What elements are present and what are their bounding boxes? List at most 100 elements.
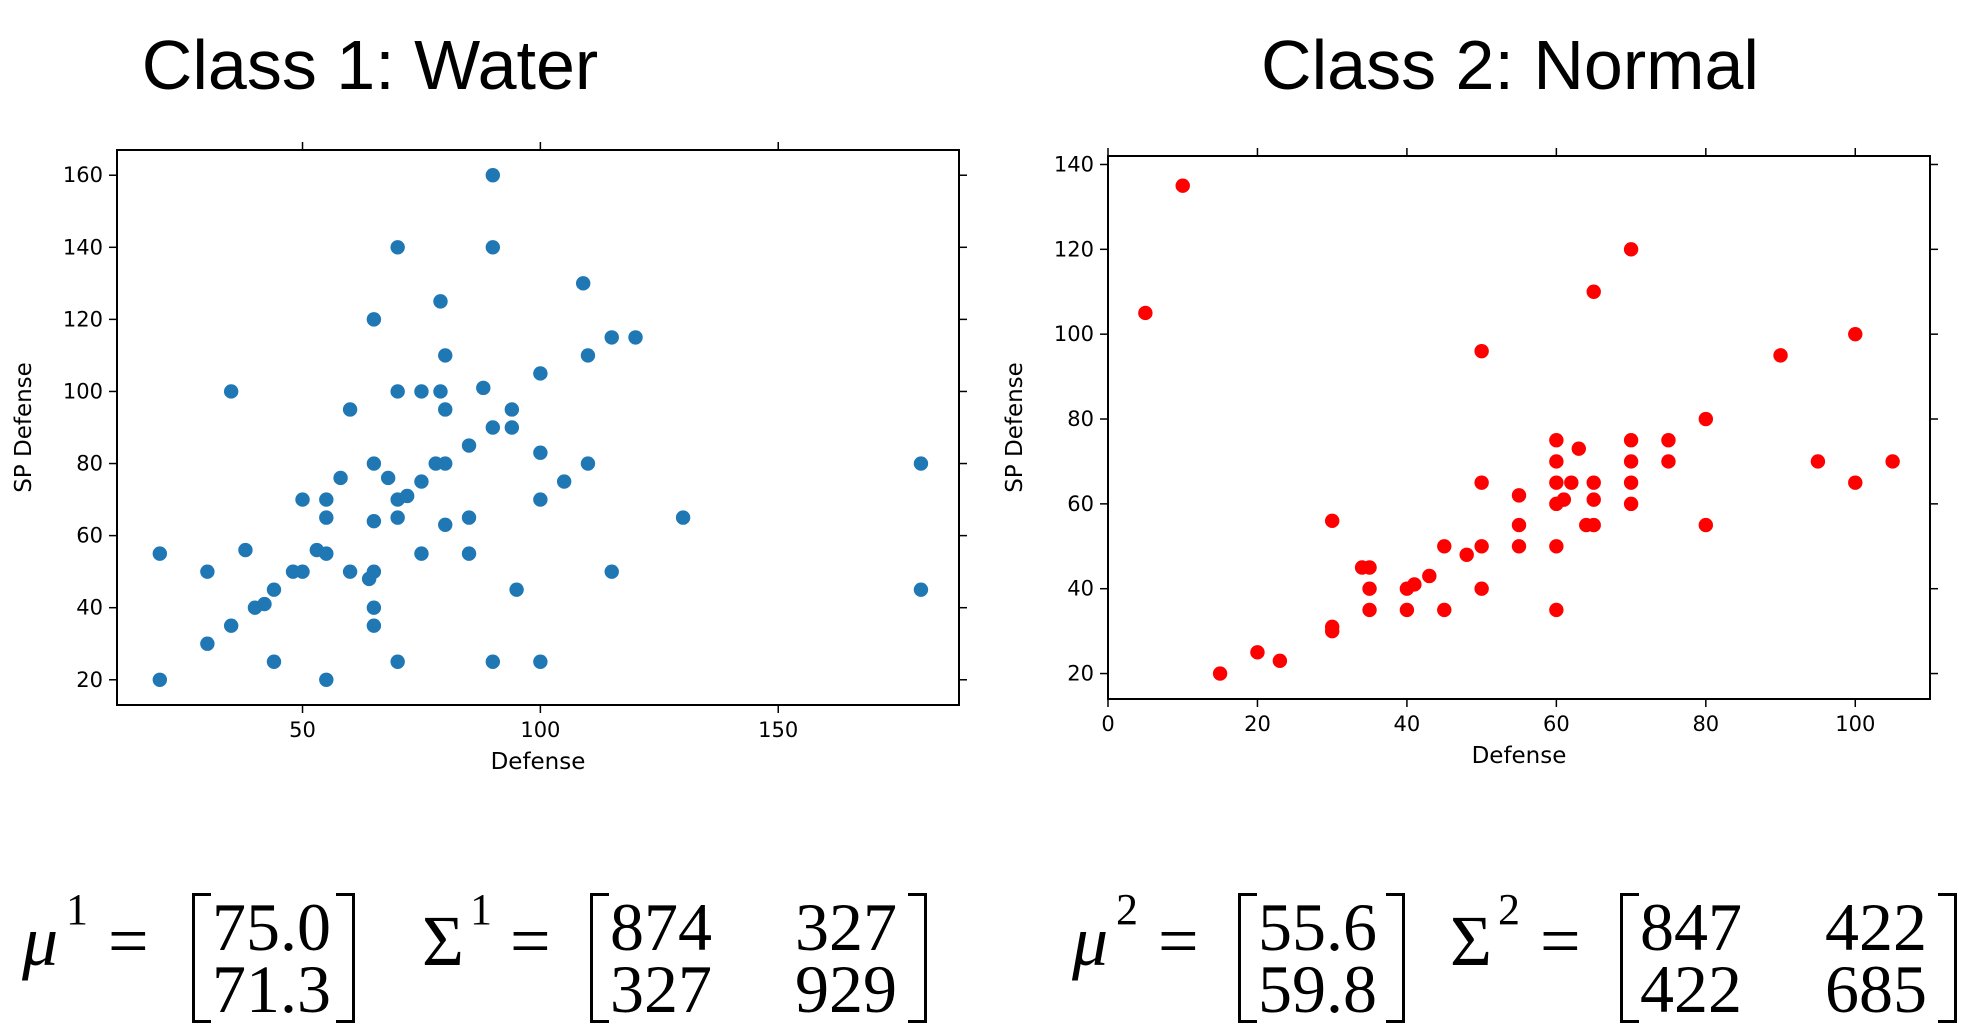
data-point xyxy=(461,546,477,561)
data-point xyxy=(200,636,215,651)
data-point xyxy=(238,542,253,558)
data-point xyxy=(461,438,477,453)
normal-scatter-chart: 0 20 40 60 80 100 20 40 60 80 100 120 140 Defense SP D… xyxy=(1002,148,1938,769)
covariance-superscript: 1 xyxy=(470,885,492,934)
data-point xyxy=(366,600,382,615)
y-tick-label: 120 xyxy=(63,307,103,331)
equals-sign: = xyxy=(108,901,149,981)
chart-1-title: Class 1: Water xyxy=(141,26,599,104)
data-point xyxy=(509,582,524,597)
data-point xyxy=(319,510,334,525)
data-point xyxy=(504,402,520,417)
data-point xyxy=(414,546,429,561)
left-bracket xyxy=(1620,893,1639,1023)
covariance-cell: 874 xyxy=(610,889,712,965)
data-point xyxy=(223,618,239,633)
data-point xyxy=(266,582,282,597)
data-point xyxy=(1549,454,1564,469)
data-point xyxy=(1324,513,1340,529)
x-tick-label: 50 xyxy=(289,718,316,742)
data-point xyxy=(1250,645,1265,660)
data-point xyxy=(366,456,382,471)
x-tick-label: 150 xyxy=(758,718,798,742)
covariance-symbol: Σ xyxy=(422,901,464,981)
covariance-cell: 422 xyxy=(1825,889,1927,965)
data-point xyxy=(399,488,415,504)
data-point xyxy=(1848,475,1863,490)
data-point xyxy=(675,510,691,525)
covariance-cell: 847 xyxy=(1640,889,1742,965)
data-point xyxy=(913,582,929,597)
plot-frame xyxy=(1107,155,1931,700)
data-point xyxy=(1362,560,1377,575)
data-point xyxy=(366,312,382,327)
x-tick-label: 60 xyxy=(1543,712,1570,736)
mean-superscript: 1 xyxy=(66,885,88,934)
mean-value: 75.0 xyxy=(212,889,331,965)
x-axis-label: Defense xyxy=(1472,743,1567,769)
x-tick-label: 0 xyxy=(1101,712,1114,736)
data-point xyxy=(1407,577,1422,592)
y-tick-label: 60 xyxy=(1067,492,1094,516)
data-point xyxy=(333,470,348,486)
data-point xyxy=(366,514,382,529)
y-axis-label: SP Defense xyxy=(1002,362,1028,493)
data-point xyxy=(295,492,310,507)
x-tick-label: 40 xyxy=(1394,712,1421,736)
data-point xyxy=(433,384,448,399)
data-point xyxy=(266,654,282,669)
data-point xyxy=(342,564,358,579)
data-point xyxy=(319,492,334,507)
y-tick-label: 100 xyxy=(63,379,103,403)
data-point xyxy=(1623,475,1639,490)
right-bracket xyxy=(908,893,927,1023)
data-point xyxy=(200,564,215,579)
data-point xyxy=(1422,568,1437,584)
data-point xyxy=(1885,454,1900,469)
data-point xyxy=(1810,454,1826,469)
mean-symbol: μ xyxy=(1072,901,1109,981)
data-point xyxy=(380,470,396,486)
data-point xyxy=(1511,517,1527,533)
data-point xyxy=(485,420,501,435)
data-point xyxy=(556,474,572,489)
right-bracket xyxy=(1386,893,1405,1023)
data-point xyxy=(1511,488,1527,503)
data-point xyxy=(1586,517,1601,533)
data-point xyxy=(1623,496,1639,512)
data-point xyxy=(1661,433,1676,448)
data-point xyxy=(461,510,477,525)
data-point xyxy=(1474,475,1489,490)
y-tick-label: 140 xyxy=(63,235,103,259)
data-point xyxy=(913,456,929,471)
data-point xyxy=(223,384,239,399)
data-point xyxy=(504,420,520,435)
data-point xyxy=(390,240,405,255)
data-point xyxy=(1773,348,1788,363)
data-point xyxy=(485,240,501,255)
right-bracket xyxy=(336,893,355,1023)
y-tick-label: 20 xyxy=(76,668,103,692)
data-point xyxy=(1437,539,1452,554)
data-point xyxy=(1138,305,1153,321)
data-point xyxy=(1549,602,1564,618)
data-point xyxy=(604,330,619,345)
mean-symbol: μ xyxy=(22,901,59,981)
data-point xyxy=(319,672,334,687)
left-bracket xyxy=(1238,893,1257,1023)
data-point xyxy=(390,384,405,399)
data-point xyxy=(414,384,429,399)
data-point xyxy=(1212,666,1228,681)
covariance-cell: 327 xyxy=(795,889,897,965)
data-point xyxy=(1175,178,1190,193)
data-point xyxy=(1272,653,1288,669)
mean-value: 71.3 xyxy=(212,951,331,1027)
data-point xyxy=(485,654,501,669)
data-point xyxy=(1586,492,1601,507)
left-bracket xyxy=(192,893,211,1023)
x-tick-label: 80 xyxy=(1692,712,1719,736)
data-point xyxy=(366,564,382,579)
data-point xyxy=(1474,539,1489,554)
data-point xyxy=(533,492,548,507)
y-tick-label: 80 xyxy=(1067,407,1094,431)
